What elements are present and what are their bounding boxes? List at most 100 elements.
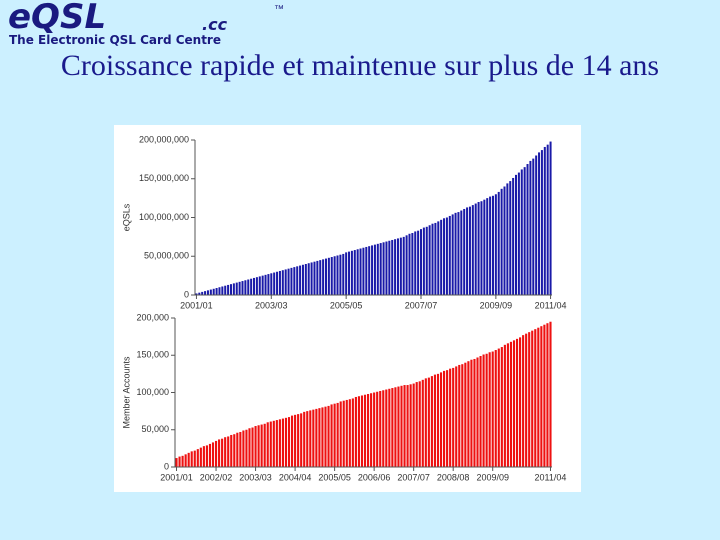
bar	[403, 385, 406, 467]
bar	[313, 261, 316, 295]
x-tick-label: 2005/05	[330, 300, 363, 310]
bar	[195, 293, 198, 295]
bar	[196, 449, 199, 467]
bar	[362, 247, 365, 295]
bar	[491, 351, 494, 467]
x-tick-label: 2007/07	[397, 472, 430, 482]
bar	[233, 434, 236, 467]
bar	[269, 421, 272, 467]
bar	[452, 367, 455, 467]
bar	[296, 266, 299, 295]
bar	[519, 337, 522, 467]
bar	[281, 418, 284, 467]
bar	[520, 169, 523, 295]
bar	[373, 244, 376, 295]
bar	[260, 424, 263, 467]
trademark: ™	[274, 4, 284, 15]
bar	[353, 250, 356, 295]
bar	[316, 260, 319, 295]
bar	[531, 330, 534, 467]
x-tick-label: 2009/09	[480, 300, 513, 310]
bar	[330, 257, 333, 295]
y-tick-label: 100,000	[136, 387, 169, 397]
bar	[391, 239, 394, 295]
bar	[543, 324, 546, 467]
bar	[388, 240, 391, 295]
bar	[299, 265, 302, 295]
x-tick-label: 2004/04	[279, 472, 312, 482]
bar	[254, 426, 257, 467]
bar	[406, 385, 409, 467]
y-tick-label: 0	[164, 461, 169, 471]
bar	[221, 438, 224, 467]
bar	[402, 236, 405, 295]
bar	[538, 152, 541, 295]
bar	[468, 206, 471, 295]
bar	[356, 249, 359, 295]
bar	[388, 388, 391, 467]
bar	[448, 215, 451, 295]
bar	[281, 270, 284, 295]
bar	[445, 217, 448, 295]
bar	[457, 212, 460, 295]
bar	[330, 404, 333, 467]
bar	[373, 392, 376, 467]
tagline: The Electronic QSL Card Centre	[9, 33, 221, 47]
bar	[187, 452, 190, 467]
bar	[451, 214, 454, 295]
bar	[303, 411, 306, 467]
y-axis-label: eQSLs	[121, 203, 131, 231]
bar	[333, 256, 336, 295]
bar	[449, 368, 452, 467]
y-tick-label: 150,000,000	[139, 173, 189, 183]
bar	[275, 420, 278, 467]
bar	[287, 268, 290, 295]
bar	[408, 233, 411, 295]
bar	[342, 253, 345, 295]
bar	[336, 402, 339, 467]
bar	[321, 407, 324, 467]
bar	[360, 395, 364, 467]
bar	[224, 437, 227, 467]
bar	[227, 436, 230, 467]
bar	[202, 446, 205, 467]
bar	[218, 439, 221, 467]
bar	[218, 287, 221, 295]
bar	[476, 357, 479, 467]
bar	[412, 383, 415, 467]
bar	[396, 238, 399, 295]
bar	[437, 221, 440, 295]
bar	[181, 455, 184, 467]
bar	[430, 376, 433, 467]
bar	[443, 218, 446, 295]
bar	[354, 396, 357, 467]
x-tick-label: 2003/03	[239, 472, 272, 482]
bar	[379, 391, 382, 467]
bar	[391, 388, 394, 467]
bar	[350, 250, 353, 295]
bar	[255, 277, 258, 295]
bar	[376, 243, 379, 295]
bar	[319, 260, 322, 295]
bar	[198, 292, 201, 295]
bar	[443, 370, 446, 467]
bar	[178, 456, 181, 467]
chart-image: 0 50,000,000 100,000,000 150,000,000 200,000…	[114, 125, 581, 492]
bar	[497, 191, 500, 295]
bar	[540, 326, 543, 467]
bar	[394, 239, 397, 295]
bar	[248, 428, 251, 467]
bar	[488, 352, 491, 467]
bar	[368, 246, 371, 295]
bar	[454, 212, 457, 295]
x-tick-label: 2008/08	[437, 472, 470, 482]
bar	[242, 430, 245, 467]
bar	[439, 372, 443, 467]
bar	[522, 335, 525, 467]
bar	[193, 450, 196, 467]
bar	[266, 422, 269, 467]
bar	[428, 225, 431, 295]
bar	[348, 399, 351, 467]
bar	[293, 267, 296, 295]
bar	[312, 409, 315, 467]
